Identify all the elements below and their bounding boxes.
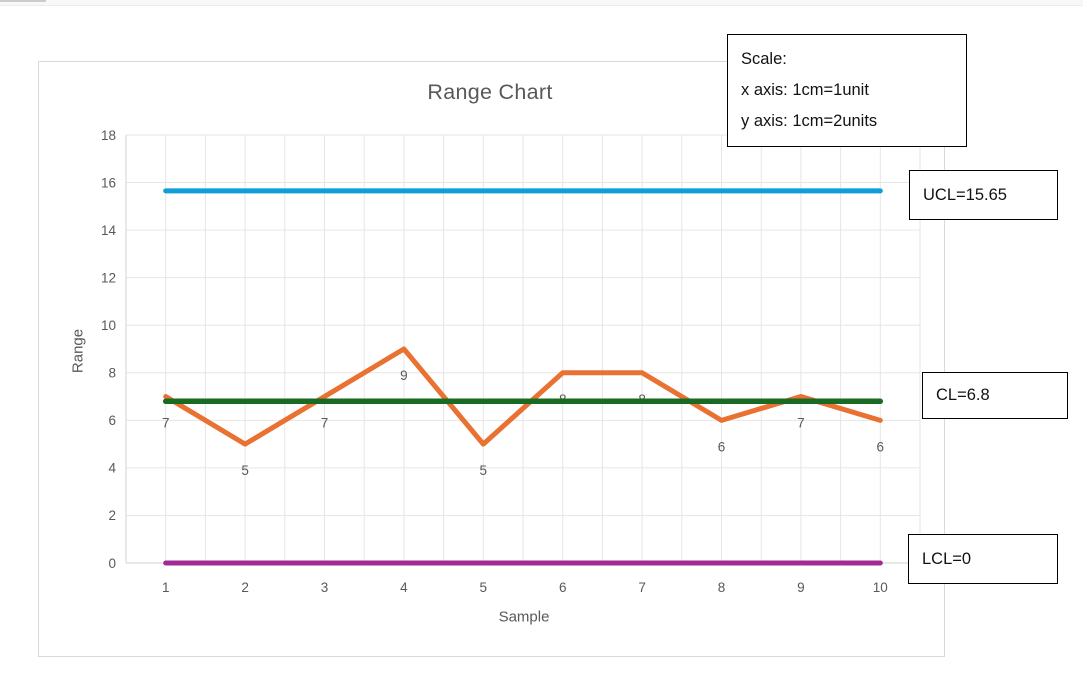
y-tick-labels: 0 2 4 6 8 10 12 14 16 18 — [101, 128, 117, 571]
x-tick-label: 8 — [718, 580, 726, 595]
y-tick-label: 8 — [108, 366, 116, 381]
data-label: 6 — [877, 439, 885, 454]
y-tick-label: 14 — [101, 223, 117, 238]
chart-container[interactable] — [38, 61, 945, 657]
ucl-label-box[interactable]: UCL=15.65 — [909, 170, 1058, 220]
data-label: 9 — [400, 368, 408, 383]
window-top-edge — [0, 0, 1083, 6]
y-tick-label: 2 — [108, 508, 116, 523]
scale-annotation-box[interactable]: Scale: x axis: 1cm=1unit y axis: 1cm=2un… — [727, 34, 967, 147]
y-tick-label: 18 — [101, 128, 116, 143]
window-top-edge-accent — [0, 0, 46, 2]
x-tick-label: 4 — [400, 580, 408, 595]
gridlines — [126, 134, 921, 563]
x-tick-label: 1 — [162, 580, 170, 595]
x-tick-label: 6 — [559, 580, 567, 595]
y-tick-label: 10 — [101, 318, 116, 333]
cl-label-box[interactable]: CL=6.8 — [922, 372, 1068, 419]
scale-annotation-line1: Scale: — [741, 50, 787, 68]
lcl-label-box[interactable]: LCL=0 — [908, 534, 1058, 584]
y-axis-title: Range — [69, 328, 87, 374]
y-tick-label: 12 — [101, 270, 116, 285]
data-label: 5 — [480, 463, 488, 478]
x-tick-label: 7 — [638, 580, 646, 595]
scale-annotation-line3: y axis: 1cm=2units — [741, 112, 878, 130]
y-tick-label: 6 — [108, 413, 116, 428]
lcl-label: LCL=0 — [922, 549, 972, 568]
x-axis-title: Sample — [498, 608, 550, 626]
data-label: 5 — [241, 463, 249, 478]
x-tick-label: 5 — [480, 580, 488, 595]
data-label: 6 — [718, 439, 726, 454]
x-tick-label: 9 — [797, 580, 805, 595]
cl-label: CL=6.8 — [936, 386, 990, 404]
x-tick-label: 2 — [241, 580, 249, 595]
ucl-label: UCL=15.65 — [923, 185, 1007, 204]
data-label: 7 — [162, 416, 170, 431]
x-tick-labels: 1 2 3 4 5 6 7 8 9 10 — [162, 580, 888, 595]
scale-annotation-line2: x axis: 1cm=1unit — [741, 81, 869, 99]
x-tick-label: 3 — [321, 580, 329, 595]
range-series-line[interactable] — [163, 346, 883, 447]
y-tick-label: 4 — [108, 461, 116, 476]
data-label: 7 — [321, 416, 329, 431]
y-tick-label: 0 — [108, 556, 116, 571]
x-tick-label: 10 — [873, 580, 888, 595]
chart-title[interactable]: Range Chart — [427, 80, 553, 104]
data-label: 7 — [797, 416, 805, 431]
y-tick-label: 16 — [101, 175, 116, 190]
